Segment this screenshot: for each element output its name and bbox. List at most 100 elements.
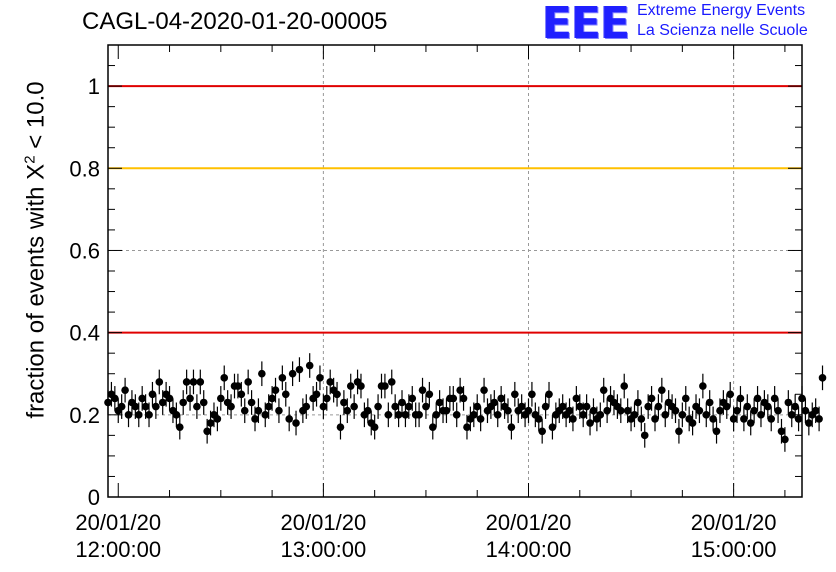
data-point [449,386,458,411]
data-marker [705,398,714,407]
data-point [476,406,485,432]
data-point [398,390,406,415]
data-marker [425,390,434,399]
data-point [764,394,772,419]
data-marker [165,394,174,403]
data-point [193,394,201,419]
data-marker [316,374,324,382]
data-marker [630,411,639,419]
data-marker [637,415,646,423]
data-point [757,402,765,428]
data-marker [240,406,249,415]
data-point [630,402,639,428]
data-marker [452,411,461,419]
data-marker [394,411,403,419]
data-marker [767,415,776,423]
data-point [442,398,451,424]
data-marker [247,398,256,407]
data-point [658,377,666,403]
data-marker [459,394,468,403]
data-marker [681,394,690,403]
data-marker [138,394,146,403]
data-marker [746,419,755,427]
data-marker [155,378,164,386]
y-tick-label: 0.2 [69,403,100,428]
eee-logo: EEE [542,0,630,49]
data-point [801,398,810,424]
data-marker [158,398,167,407]
eee-logo-mark: EEE [542,0,630,49]
y-tick-label: 0 [88,485,100,510]
data-marker [449,394,458,403]
data-marker [206,419,215,427]
data-marker [117,402,126,411]
data-marker [716,406,724,415]
data-point [490,390,499,415]
data-point [220,365,229,391]
data-point [514,398,523,424]
data-point [617,398,625,424]
data-point [240,398,249,424]
data-point [258,361,266,387]
data-marker [729,415,738,423]
data-point [459,386,468,411]
data-marker [148,390,157,399]
grid-lines [108,45,802,497]
data-point [675,418,683,444]
data-marker [268,394,276,403]
data-marker [586,419,594,427]
data-point [422,394,430,419]
data-point [781,427,789,452]
data-marker [480,386,488,394]
data-marker [511,390,519,399]
data-point [695,398,704,424]
data-point [794,406,803,432]
data-marker [275,406,283,415]
data-point [582,394,591,419]
data-point [599,377,608,403]
data-point [309,386,317,411]
data-marker [340,398,348,407]
data-marker [227,402,235,411]
data-marker [312,390,321,399]
data-marker [251,415,259,423]
data-marker [736,394,745,403]
data-marker [541,402,550,411]
data-point [333,381,341,407]
y-tick-label: 1 [88,74,100,99]
data-point [179,390,188,415]
data-marker [623,406,632,415]
data-point [145,402,153,428]
data-marker [408,394,417,403]
data-point [281,381,290,407]
data-marker [134,411,143,419]
data-marker [582,402,591,411]
data-marker [405,402,413,411]
data-marker [333,390,341,399]
data-point [678,402,687,428]
data-marker [473,402,482,411]
data-point [709,406,717,432]
data-point [175,414,184,440]
data-marker [346,382,355,390]
data-point [815,406,823,432]
data-marker [111,394,119,403]
data-marker [507,423,516,431]
data-marker [428,423,437,431]
data-marker [398,398,406,407]
data-marker [278,374,287,382]
data-point [534,406,543,432]
data-point [507,414,516,440]
data-marker [415,411,423,419]
data-marker [322,394,331,403]
data-marker [172,411,181,419]
data-marker [350,402,358,411]
data-marker [381,382,389,390]
plot-frame [107,44,803,498]
data-point [271,377,280,403]
data-marker [213,415,222,423]
data-point [528,381,536,407]
data-point [374,394,382,419]
data-point [634,390,642,415]
